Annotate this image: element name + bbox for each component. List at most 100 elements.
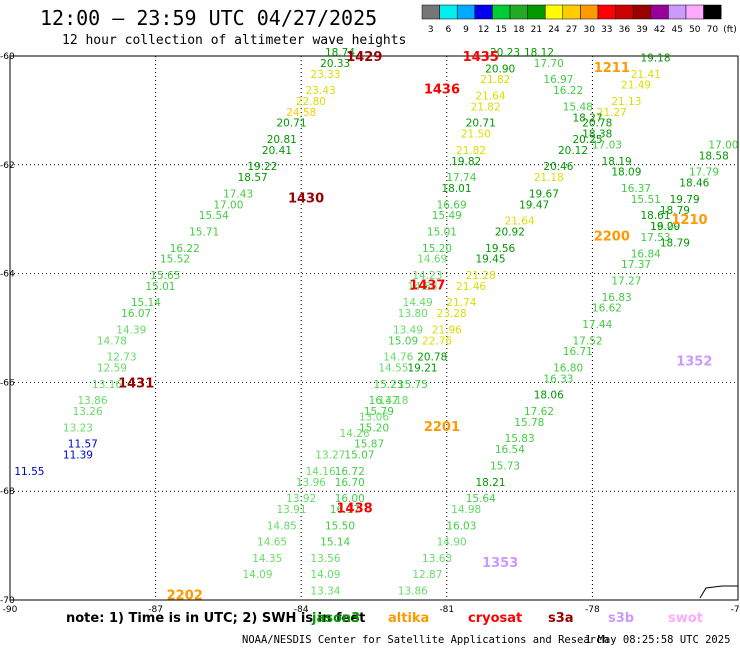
wave-height-value: 13.23 (63, 422, 93, 434)
pass-time-label: 1438 (336, 502, 372, 517)
wave-height-value: 18.61 (640, 210, 670, 222)
colorbar-label: 3 (428, 25, 434, 35)
wave-height-value: 23.33 (310, 69, 340, 81)
wave-height-value: 13.06 (359, 411, 389, 423)
wave-height-value: 21.13 (611, 96, 641, 108)
colorbar-swatch (597, 4, 616, 20)
wave-height-value: 21.49 (621, 80, 651, 92)
wave-height-value: 21.28 (466, 270, 496, 282)
wave-height-value: 16.97 (543, 74, 573, 86)
wave-height-value: 19.82 (451, 156, 481, 168)
wave-height-value: 20.25 (573, 134, 603, 146)
wave-height-value: 18.38 (582, 129, 612, 141)
wave-height-value: 19.47 (519, 199, 549, 211)
wave-height-value: 20.23 (490, 47, 520, 59)
wave-height-value: 17.70 (534, 58, 564, 70)
wave-height-value: 17.44 (582, 319, 612, 331)
colorbar-swatch (456, 4, 476, 20)
wave-height-value: 13.49 (393, 324, 423, 336)
wave-height-value: 11.39 (63, 450, 93, 462)
x-tick-label: -75 (731, 605, 740, 615)
pass-time-label: 2200 (594, 230, 630, 245)
wave-height-value: 13.80 (398, 308, 428, 320)
y-tick-label: -60 (0, 52, 15, 62)
y-tick-label: -66 (0, 378, 15, 388)
wave-height-value: 19.00 (650, 221, 680, 233)
wave-height-value: 16.54 (495, 444, 525, 456)
footer-credit: NOAA/NESDIS Center for Satellite Applica… (242, 634, 609, 646)
wave-height-value: 13.63 (422, 553, 452, 565)
colorbar-swatch (509, 4, 528, 20)
wave-height-value: 16.22 (170, 243, 200, 255)
colorbar-label: 39 (636, 25, 648, 35)
wave-height-value: 15.79 (364, 406, 394, 418)
wave-height-value: 23.43 (306, 85, 336, 97)
wave-height-value: 18.79 (660, 237, 690, 249)
wave-height-value: 16.07 (121, 308, 151, 320)
satellite-legend-jason3: jason3 (312, 611, 361, 626)
wave-height-value: 19.67 (529, 188, 559, 200)
y-tick-label: -70 (0, 596, 15, 606)
pass-time-label: 1353 (482, 556, 518, 571)
wave-height-value: 15.83 (505, 433, 535, 445)
wave-height-value: 17.53 (640, 232, 670, 244)
wave-height-value: 15.20 (422, 243, 452, 255)
colorbar-label: 42 (654, 25, 665, 35)
colorbar-label: 18 (513, 25, 525, 35)
wave-height-value: 24.58 (286, 107, 316, 119)
wave-height-value: 15.52 (160, 254, 190, 266)
x-tick-label: -78 (585, 605, 600, 615)
satellite-legend-altika: altika (388, 611, 430, 626)
pass-time-label: 1435 (463, 50, 499, 65)
wave-height-value: 16.70 (335, 477, 365, 489)
colorbar-swatch (474, 4, 493, 20)
map-subtitle: 12 hour collection of altimeter wave hei… (62, 33, 407, 48)
wave-height-value: 15.49 (432, 210, 462, 222)
wave-height-value: 20.41 (262, 145, 292, 157)
wave-height-value: 18.58 (699, 150, 729, 162)
coastline (699, 585, 738, 599)
satellite-legend-s3a: s3a (548, 611, 574, 626)
wave-height-value: 13.34 (310, 586, 340, 598)
wave-height-value: 16.00 (335, 493, 365, 505)
wave-height-value: 21.82 (480, 74, 510, 86)
colorbar-swatch (492, 4, 511, 20)
wave-height-value: 15.54 (199, 210, 229, 222)
wave-height-value: 15.65 (150, 270, 180, 282)
pass-time-label: 1352 (676, 355, 712, 370)
wave-height-value: 17.00 (213, 199, 243, 211)
pass-time-label: 1211 (594, 61, 630, 76)
wave-height-value: 15.71 (189, 227, 219, 239)
wave-height-value: 15.09 (388, 335, 418, 347)
colorbar-swatch (703, 4, 722, 20)
wave-height-value: 16.80 (553, 363, 583, 375)
wave-height-value: 16.62 (592, 303, 622, 315)
map-title: 12:00 — 23:59 UTC 04/27/2025 (40, 6, 378, 30)
wave-height-value: 18.74 (325, 47, 355, 59)
wave-height-value: 12.59 (97, 363, 127, 375)
wave-height-value: 14.85 (267, 520, 297, 532)
pass-time-label: 2201 (424, 420, 460, 435)
colorbar-label: 6 (446, 25, 452, 35)
wave-height-value: 17.00 (708, 139, 738, 151)
wave-height-value: 21.96 (432, 324, 462, 336)
wave-height-value: 14.26 (340, 428, 370, 440)
colorbar-label: 15 (495, 25, 506, 35)
wave-height-value: 17.74 (446, 172, 476, 184)
wave-height-value: 22.76 (422, 335, 452, 347)
wave-height-value: 13.86 (77, 395, 107, 407)
wave-height-value: 22.80 (296, 96, 326, 108)
colorbar-label: 50 (689, 25, 701, 35)
wave-height-value: 17.62 (524, 406, 554, 418)
wave-height-value: 13.16 (92, 379, 122, 391)
y-tick-label: -68 (0, 487, 15, 497)
wave-height-value: 15.23 (374, 379, 404, 391)
pass-time-label: 2202 (167, 589, 203, 604)
wave-height-value: 14.35 (252, 553, 282, 565)
wave-height-value: 17.27 (611, 275, 641, 287)
wave-height-value: 14.69 (417, 254, 447, 266)
wave-height-value: 16.71 (563, 346, 593, 358)
wave-height-value: 14.98 (451, 504, 481, 516)
wave-height-value: 17.52 (573, 335, 603, 347)
